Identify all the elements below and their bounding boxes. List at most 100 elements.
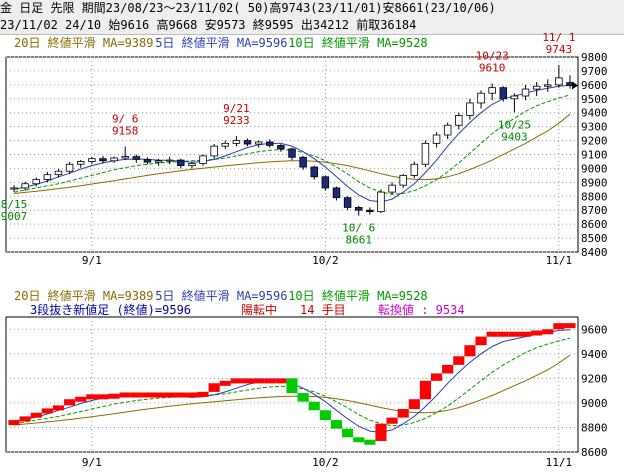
price-axis-label: 9500 [581, 93, 608, 106]
annotation-date: 10/ 6 [342, 222, 375, 235]
brick [8, 420, 20, 426]
ma10-line [13, 94, 571, 195]
brick [431, 373, 443, 381]
candle [321, 176, 330, 189]
brick [197, 391, 209, 397]
candle [443, 124, 452, 136]
candle [132, 156, 141, 160]
annotation-value: 9743 [546, 43, 573, 56]
price-axis-label: 9600 [581, 79, 608, 92]
brick [19, 416, 31, 422]
candle [544, 84, 552, 87]
header-line2: 23/11/02 24/10 始9616 高9668 安9573 終9595 出… [0, 18, 417, 32]
brick-axis-label: 9400 [581, 348, 608, 361]
candle [54, 170, 63, 176]
brick [297, 393, 309, 402]
brick-axis-label: 9600 [581, 323, 608, 336]
brick [275, 378, 287, 384]
candle [432, 134, 441, 144]
price-axis-label: 9300 [581, 121, 608, 134]
candle [377, 191, 385, 213]
candle [254, 141, 263, 145]
candle [399, 174, 407, 186]
brick [241, 378, 254, 384]
brick-state: 陽転中 [241, 302, 277, 317]
price-axis-label: 8600 [581, 218, 608, 231]
header-line1: 金 日足 先限 期間23/08/23～23/11/02( 50)高9743(23… [0, 1, 496, 15]
brick [442, 364, 454, 374]
candle [110, 157, 118, 162]
brick [330, 420, 343, 429]
annotation-value: 9610 [479, 61, 506, 74]
price-axis-label: 9200 [581, 135, 608, 148]
brick [64, 399, 76, 406]
ma-legend-item: 10日 終値平滑 MA=9528 [288, 35, 427, 50]
candle [121, 156, 129, 159]
candle [521, 88, 530, 97]
annotation-date: 11/ 1 [542, 31, 575, 44]
brick-date-label: 11/1 [546, 456, 573, 469]
brick [286, 378, 298, 394]
price-date-label: 11/1 [546, 254, 573, 267]
chart-header-summary: 金 日足 先限 期間23/08/23～23/11/02( 50)高9743(23… [0, 0, 624, 18]
brick [253, 378, 265, 384]
candle [43, 174, 52, 180]
brick [508, 331, 520, 337]
brick [419, 380, 431, 400]
annotation-date: 10/25 [498, 118, 531, 131]
candle [299, 156, 307, 168]
annotation-date: 8/15 [1, 198, 28, 211]
price-axis-label: 9000 [581, 162, 608, 175]
brick-info-label: 3段抜き新値足 (終値)=9596 [30, 302, 191, 317]
brick [353, 437, 365, 443]
ma-legend-item: 20日 終値平滑 MA=9389 [14, 35, 153, 50]
brick [364, 439, 376, 445]
price-axis-label: 8900 [581, 176, 608, 189]
candle [332, 187, 341, 199]
brick [164, 392, 176, 398]
brick-legend-item: 20日 終値平滑 MA=9389 [14, 288, 153, 303]
brick [97, 394, 109, 400]
brick [486, 331, 498, 337]
brick [108, 393, 120, 399]
annotation-value: 8661 [345, 234, 372, 247]
candle [499, 87, 508, 100]
price-date-label: 9/1 [82, 254, 102, 267]
annotation-value: 9403 [501, 130, 528, 143]
candle [210, 145, 218, 157]
last-price-marker [572, 81, 578, 90]
price-axis-label: 9800 [581, 51, 608, 64]
candle [354, 207, 363, 211]
brick [342, 428, 354, 438]
annotation-date: 9/ 6 [112, 112, 139, 125]
candle [143, 158, 152, 163]
ma20-line [13, 113, 571, 194]
brick-axis-label: 8600 [581, 446, 608, 459]
price-axis-label: 9700 [581, 65, 608, 78]
price-date-label: 10/2 [312, 254, 339, 267]
candle [165, 159, 174, 162]
candle [532, 85, 541, 90]
brick-ma20-line [13, 354, 571, 426]
candle [310, 166, 318, 178]
chart-header-detail: 23/11/02 24/10 始9616 高9668 安9573 終9595 出… [0, 17, 624, 35]
candle [243, 140, 252, 145]
candle [421, 142, 430, 165]
brick [141, 392, 153, 398]
brick [186, 392, 198, 398]
brick [308, 401, 320, 411]
annotation-value: 9233 [223, 114, 250, 127]
brick [553, 323, 565, 330]
ma-legend-item: 5日 終値平滑 MA=9596 [155, 35, 287, 50]
brick [175, 392, 187, 398]
brick [542, 329, 554, 335]
candle [188, 163, 196, 167]
candle [221, 142, 230, 147]
candle [154, 160, 163, 163]
brick [52, 405, 65, 411]
brick [397, 409, 409, 418]
brick [230, 378, 242, 384]
brick [219, 380, 231, 386]
candle [76, 161, 85, 165]
annotation-value: 9007 [1, 210, 28, 223]
